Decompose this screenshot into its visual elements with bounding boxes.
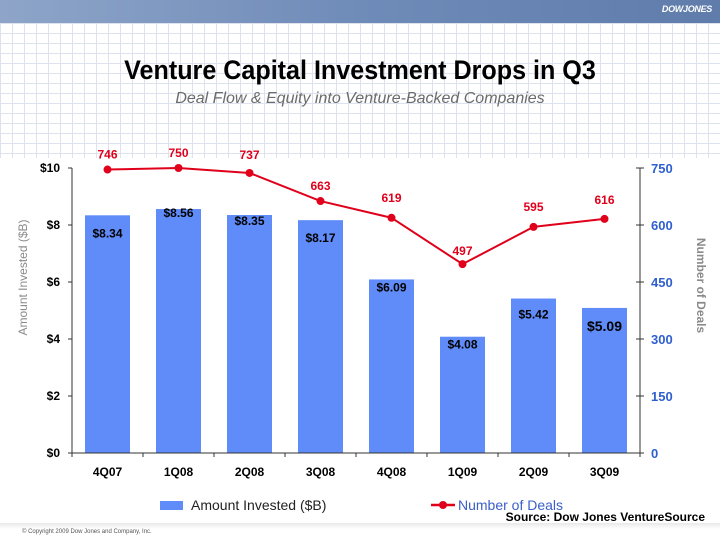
x-tick-label: 4Q08 (377, 465, 407, 479)
copyright-text: © Copyright 2009 Dow Jones and Company, … (22, 529, 152, 535)
right-axis-title: Number of Deals (694, 238, 708, 334)
left-axis-title: Amount Invested ($B) (16, 219, 30, 335)
dow-jones-logo: DOWJONES (661, 4, 712, 14)
bar-value-label: $6.09 (376, 280, 406, 294)
deals-marker-1Q08 (174, 164, 183, 172)
left-tick-label: $6 (47, 275, 61, 289)
x-tick-label: 2Q08 (235, 465, 265, 479)
deals-value-label: 616 (594, 193, 614, 207)
legend-bar-swatch (160, 500, 183, 510)
x-tick-label: 3Q09 (590, 465, 620, 479)
deals-marker-4Q07 (103, 165, 112, 174)
bar-4Q08 (369, 279, 414, 453)
deals-marker-2Q09 (529, 222, 538, 231)
bar-1Q08 (156, 209, 201, 453)
left-tick-label: $2 (47, 389, 61, 403)
right-tick-label: 150 (651, 389, 673, 404)
grid-background (0, 23, 720, 158)
header-bar: DOWJONES (0, 0, 720, 23)
right-tick-label: 300 (651, 332, 673, 347)
deals-value-label: 737 (239, 148, 259, 162)
bar-value-label: $8.34 (92, 226, 122, 240)
bar-value-label: $5.42 (518, 308, 548, 322)
deals-marker-3Q08 (316, 197, 325, 206)
left-tick-label: $0 (47, 446, 61, 460)
deals-marker-3Q09 (600, 214, 609, 223)
chart-title: Venture Capital Investment Drops in Q3 (124, 55, 596, 85)
bar-value-label: $4.08 (447, 338, 477, 352)
bar-2Q08 (227, 215, 272, 453)
bar-value-label: $8.56 (163, 206, 193, 220)
deals-marker-2Q08 (245, 168, 254, 177)
bar-value-label: $8.17 (305, 231, 335, 245)
right-tick-label: 0 (651, 446, 658, 461)
deals-value-label: 750 (168, 146, 188, 160)
bar-value-label: $8.35 (234, 214, 264, 228)
deals-marker-1Q09 (458, 260, 467, 269)
right-tick-label: 600 (651, 218, 673, 233)
deals-line (107, 166, 605, 266)
right-tick-label: 750 (651, 161, 673, 176)
x-tick-label: 1Q09 (448, 465, 478, 479)
legend-bars-label: Amount Invested ($B) (191, 497, 327, 513)
x-tick-label: 4Q07 (93, 465, 123, 479)
legend-item-bars: Amount Invested ($B) (160, 497, 326, 513)
legend-item-line: Number of Deals (430, 497, 563, 513)
chart-subtitle: Deal Flow & Equity into Venture-Backed C… (175, 90, 545, 107)
right-tick-label: 450 (651, 275, 673, 290)
deals-value-label: 746 (97, 148, 117, 162)
x-tick-label: 2Q09 (519, 465, 549, 479)
legend-line-marker-icon (431, 501, 455, 509)
left-tick-label: $10 (40, 161, 60, 175)
deals-value-label: 497 (452, 244, 472, 258)
bar-1Q09 (440, 336, 485, 453)
bar-4Q07 (85, 215, 130, 453)
source-note: Source: Dow Jones VentureSource (505, 510, 705, 524)
bar-value-label: $5.09 (587, 318, 622, 334)
legend-line-label: Number of Deals (458, 497, 564, 513)
bar-2Q09 (511, 298, 556, 453)
left-tick-label: $8 (47, 218, 61, 232)
bar-3Q09 (582, 307, 627, 453)
deals-value-label: 595 (523, 200, 543, 214)
bar-3Q08 (298, 220, 343, 453)
x-tick-label: 1Q08 (164, 465, 194, 479)
left-tick-label: $4 (47, 332, 61, 346)
deals-value-label: 663 (310, 179, 330, 193)
footer-divider (0, 523, 720, 529)
deals-marker-4Q08 (387, 213, 396, 222)
deals-value-label: 619 (381, 191, 401, 205)
x-tick-label: 3Q08 (306, 465, 336, 479)
